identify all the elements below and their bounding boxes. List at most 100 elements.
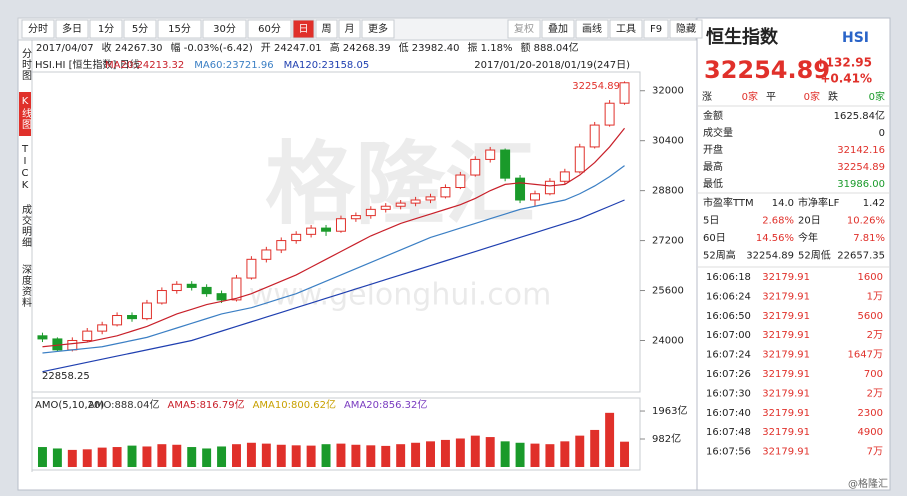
y-tick-label: 28800 [652, 186, 684, 197]
candle-body [156, 290, 167, 304]
period-button[interactable] [247, 19, 292, 39]
stat-value: 0 [879, 128, 885, 139]
candle-body [82, 330, 93, 341]
quote-change: +132.95 [816, 56, 872, 70]
pair-value: 1.42 [863, 198, 885, 209]
tool-button[interactable] [507, 19, 541, 39]
candle-body [559, 171, 570, 182]
pair-value: 10.26% [847, 216, 885, 227]
volume-tick-label: 982亿 [652, 432, 681, 445]
volume-bar [67, 449, 77, 467]
tool-label: 复权 [514, 22, 534, 35]
trade-volume: 1647万 [848, 350, 883, 361]
tool-button[interactable] [643, 19, 669, 39]
trade-price: 32179.91 [762, 427, 810, 438]
range-label: 2017/01/20-2018/01/19(247日) [474, 60, 630, 71]
period-button[interactable] [292, 19, 315, 39]
sidebar-tab[interactable] [19, 44, 31, 88]
candle-body [112, 315, 123, 326]
volume-bar [530, 443, 540, 467]
trade-time: 16:07:24 [706, 350, 751, 361]
tool-button[interactable] [609, 19, 643, 39]
trade-volume: 7万 [867, 447, 883, 458]
volume-bar [500, 441, 510, 467]
volume-bar [127, 445, 137, 467]
breadth-value: 0家 [804, 90, 820, 103]
volume-legend: AMA5:816.79亿 [168, 398, 245, 411]
tool-button[interactable] [669, 19, 703, 39]
period-label: 分时 [28, 23, 48, 35]
sidebar-tab[interactable] [19, 92, 31, 136]
candle-body [410, 199, 421, 204]
period-button[interactable] [361, 19, 395, 39]
period-button[interactable] [55, 19, 89, 39]
period-button[interactable] [157, 19, 202, 39]
info-item: 2017/04/07 [36, 43, 94, 54]
ma-line [42, 127, 626, 348]
candle-body [97, 324, 108, 332]
volume-bar [590, 429, 600, 467]
sidebar-tab[interactable] [19, 200, 31, 256]
period-label: 多日 [62, 22, 82, 35]
period-button[interactable] [21, 19, 55, 39]
pair-label: 52周高 [703, 249, 736, 262]
candle-body [440, 187, 451, 198]
stat-label: 开盘 [703, 143, 723, 156]
sidebar-tab[interactable] [19, 260, 31, 316]
pair-label: 5日 [703, 216, 719, 227]
trade-price: 32179.91 [762, 447, 810, 458]
tool-label: 工具 [616, 23, 636, 35]
volume-bar [336, 443, 346, 467]
price-panel [31, 71, 641, 393]
period-label: 月 [345, 23, 355, 35]
period-button[interactable] [338, 19, 361, 39]
sidebar-tab[interactable] [19, 140, 31, 196]
breadth-value: 0家 [742, 90, 758, 103]
trade-time: 16:07:48 [706, 427, 751, 438]
candle-body [500, 149, 511, 179]
volume-bar [381, 445, 391, 467]
candle-body [321, 227, 332, 232]
footer: @格隆汇 [848, 477, 888, 490]
period-button[interactable] [89, 19, 123, 39]
tool-button[interactable] [541, 19, 575, 39]
volume-bar [291, 445, 301, 467]
sidebar-label: 分时图 [20, 48, 32, 81]
period-button[interactable] [315, 19, 338, 39]
trade-price: 32179.91 [762, 330, 810, 341]
sidebar-label: K线图 [20, 96, 32, 130]
quote-pct: +0.41% [820, 72, 872, 86]
quote-price: 32254.89 [704, 56, 830, 84]
y-tick-label: 24000 [652, 335, 684, 346]
volume-bar [411, 442, 421, 467]
tool-button[interactable] [575, 19, 609, 39]
volume-panel [31, 397, 641, 471]
volume-bar [545, 444, 555, 467]
pair-value: 32254.89 [746, 251, 794, 262]
candle-body [485, 149, 496, 160]
candle-body [574, 146, 585, 173]
legend-entry: MA120:23158.05 [284, 60, 370, 71]
volume-bar [440, 439, 450, 467]
candle-body [380, 205, 391, 210]
candle-body [201, 286, 212, 295]
pair-label: 60日 [703, 233, 726, 244]
period-label: 更多 [368, 22, 388, 35]
volume-bar [396, 444, 406, 467]
sidebar-label: 深度资料 [20, 264, 32, 308]
period-button[interactable] [202, 19, 247, 39]
trade-time: 16:06:24 [706, 291, 751, 302]
period-button[interactable] [123, 19, 157, 39]
y-tick-label: 27200 [652, 236, 684, 247]
breadth-label: 涨 [702, 91, 712, 103]
candle-body [619, 82, 630, 104]
trade-volume: 2万 [867, 330, 883, 341]
volume-bar [82, 449, 92, 467]
volume-bar [202, 448, 212, 467]
period-label: 15分 [168, 23, 191, 35]
trade-price: 32179.91 [762, 350, 810, 361]
period-label: 5分 [132, 23, 148, 35]
volume-bar [605, 412, 615, 467]
pair-value: 14.56% [756, 233, 794, 244]
candle-body [425, 196, 436, 201]
